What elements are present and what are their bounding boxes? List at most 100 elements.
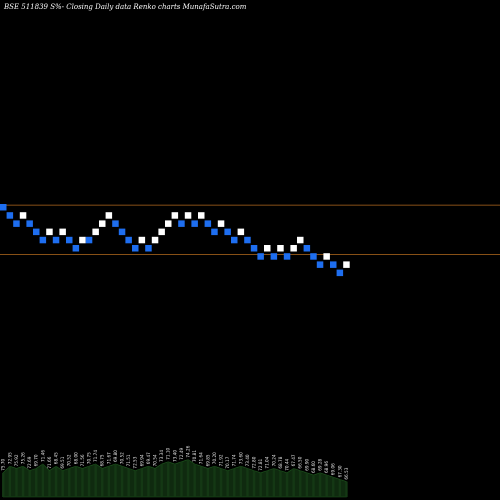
- volume-bar: [312, 475, 315, 497]
- volume-label: 71.51: [126, 454, 131, 466]
- renko-brick-up: [264, 245, 271, 252]
- volume-bar: [259, 472, 262, 497]
- renko-brick-down: [6, 212, 14, 219]
- volume-label: 70.24: [271, 454, 276, 466]
- volume-bar: [305, 472, 309, 497]
- volume-label: 71.56: [80, 454, 85, 466]
- volume-label: 75.70: [1, 458, 6, 470]
- volume-label: 69.06: [331, 463, 336, 475]
- volume-bar: [239, 466, 243, 497]
- volume-bar: [87, 466, 91, 497]
- renko-brick-down: [336, 269, 344, 277]
- renko-brick-up: [277, 245, 284, 252]
- volume-label: 71.04: [265, 456, 270, 468]
- renko-brick-down: [112, 220, 119, 227]
- renko-brick-down: [52, 236, 60, 244]
- volume-bar: [266, 470, 269, 497]
- volume-bar: [2, 472, 5, 497]
- renko-brick-down: [85, 236, 93, 244]
- volume-label: 68.60: [311, 461, 316, 473]
- renko-brick-down: [13, 220, 20, 227]
- volume-bar: [252, 470, 256, 497]
- volume-bar: [94, 464, 97, 497]
- volume-bar: [219, 468, 223, 497]
- volume-label: 70.17: [225, 456, 230, 468]
- renko-brick-down: [66, 236, 73, 244]
- renko-brick-down: [0, 204, 7, 211]
- volume-area: [2, 459, 348, 498]
- renko-brick-down: [283, 253, 291, 260]
- volume-bar: [318, 472, 322, 497]
- renko-brick-down: [211, 228, 218, 236]
- volume-label: 70.75: [87, 452, 92, 464]
- volume-bar: [41, 464, 45, 497]
- renko-brick-down: [72, 245, 80, 252]
- volume-bar: [279, 470, 282, 497]
- renko-brick-up: [343, 261, 350, 268]
- volume-label: 69.80: [113, 450, 118, 462]
- volume-bar: [8, 466, 12, 497]
- volume-bar: [21, 466, 25, 497]
- volume-bar: [15, 468, 18, 497]
- renko-brick-down: [330, 261, 337, 268]
- volume-label: 73.34: [159, 450, 164, 462]
- volume-label: 70.81: [192, 450, 197, 462]
- volume-bar: [114, 464, 117, 497]
- volume-bar: [186, 459, 190, 497]
- renko-brick-down: [33, 228, 40, 236]
- volume-label: 68.00: [73, 452, 78, 464]
- reference-lines: [0, 204, 500, 255]
- chart-title: BSE 511839 S%- Closing Daily data Renko …: [3, 3, 247, 11]
- volume-bar: [134, 470, 137, 497]
- renko-brick-up: [46, 228, 53, 236]
- renko-brick-down: [178, 220, 185, 227]
- volume-bar: [325, 475, 328, 497]
- renko-brick-down: [257, 253, 264, 260]
- renko-brick-down: [204, 220, 212, 227]
- renko-brick-up: [59, 228, 66, 236]
- renko-brick-down: [224, 228, 231, 236]
- volume-label: 69.85: [205, 454, 210, 466]
- renko-brick-up: [165, 220, 172, 227]
- volume-bar: [107, 466, 111, 497]
- volume-label: 69.94: [139, 454, 144, 466]
- volume-label: 70.52: [67, 454, 72, 466]
- renko-brick-up: [297, 236, 304, 244]
- volume-label: 71.67: [106, 452, 111, 464]
- volume-bar: [68, 468, 71, 497]
- volume-bar: [285, 472, 289, 497]
- renko-brick-up: [79, 236, 86, 244]
- volume-bar: [140, 468, 144, 497]
- renko-brick-up: [290, 245, 297, 252]
- volume-bar: [299, 470, 302, 497]
- volume-label: 71.74: [93, 450, 98, 462]
- renko-brick-down: [125, 236, 132, 244]
- volume-label: 72.81: [258, 458, 263, 470]
- volume-bar: [292, 468, 295, 497]
- renko-brick-down: [303, 245, 311, 252]
- volume-label: 69.51: [60, 456, 65, 468]
- volume-bar: [173, 464, 177, 497]
- renko-brick-down: [39, 236, 47, 244]
- renko-brick-down: [270, 253, 278, 260]
- volume-label: 73.40: [245, 454, 250, 466]
- volume-label: 68.78: [278, 456, 283, 468]
- volume-bar: [35, 468, 38, 497]
- renko-brick-up: [92, 228, 99, 236]
- volume-label: 69.90: [304, 458, 309, 470]
- volume-bar: [28, 470, 31, 497]
- volume-label: 67.30: [337, 465, 342, 477]
- volume-label: 73.40: [172, 450, 177, 462]
- volume-bar: [74, 466, 78, 497]
- volume-label: 67.47: [291, 454, 296, 466]
- volume-bar: [120, 466, 124, 497]
- volume-bar: [233, 468, 236, 497]
- renko-bricks: [0, 204, 350, 277]
- volume-bar: [332, 477, 335, 497]
- volume-bar: [61, 470, 64, 497]
- volume-label: 72.53: [133, 456, 138, 468]
- volume-label: 71.46: [40, 450, 45, 462]
